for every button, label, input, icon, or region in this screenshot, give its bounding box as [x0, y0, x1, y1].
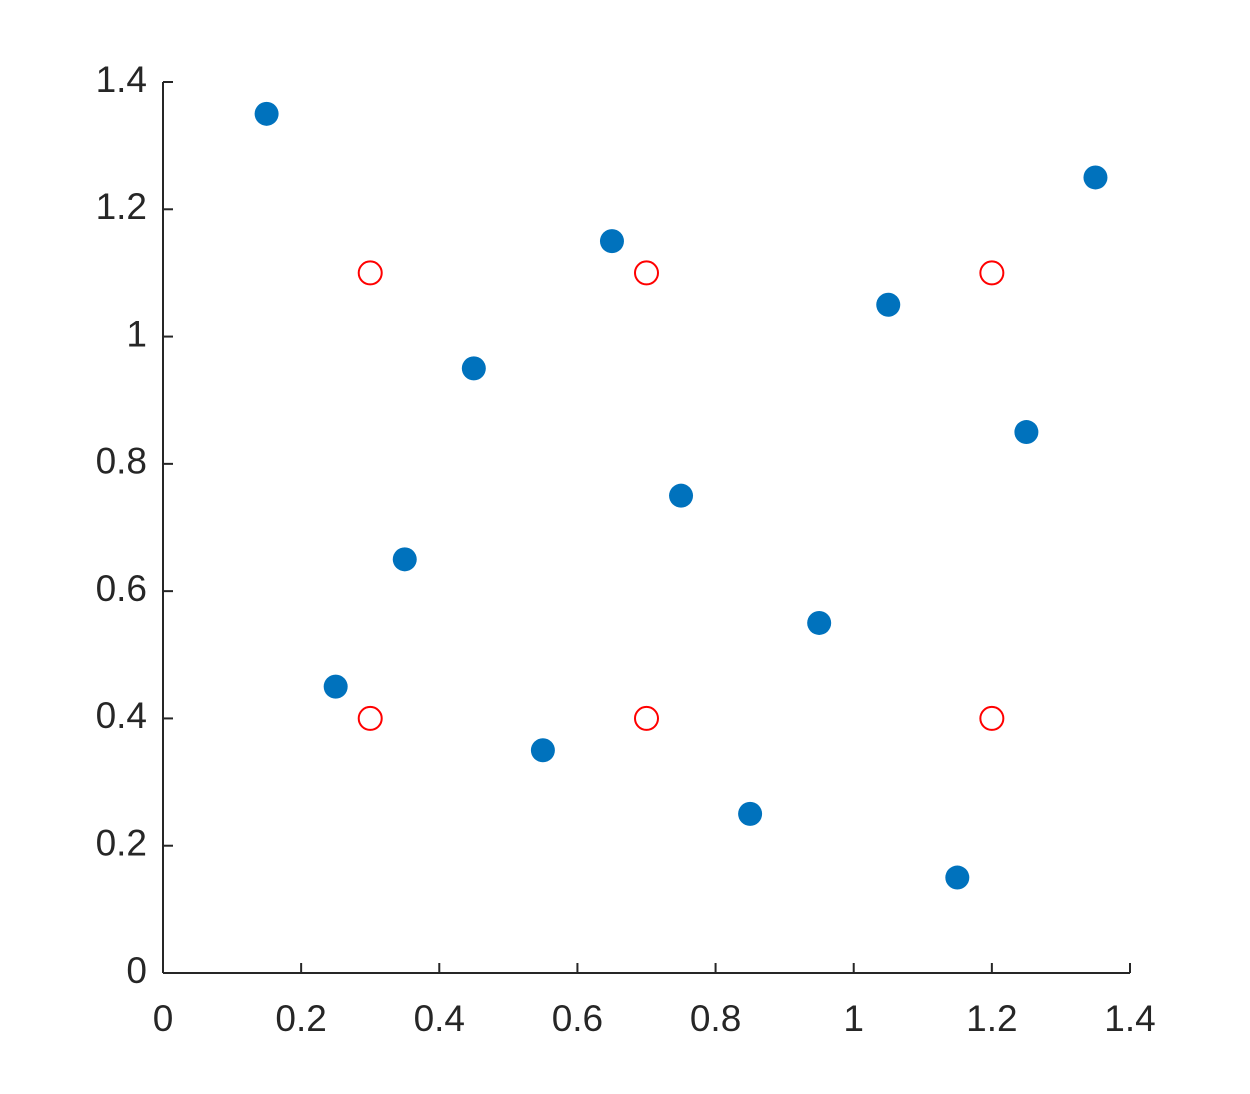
y-tick-label: 1 — [126, 313, 147, 354]
point — [634, 705, 659, 731]
point — [599, 229, 624, 254]
y-tick-label: 0.2 — [96, 822, 147, 863]
point — [807, 610, 832, 635]
y-tick-label: 1.4 — [96, 59, 147, 100]
point — [530, 738, 555, 763]
point — [392, 547, 417, 572]
point — [876, 292, 901, 317]
point — [357, 705, 383, 731]
y-tick-label: 0.8 — [96, 441, 147, 482]
y-tick-label: 0.4 — [96, 695, 147, 736]
x-tick-label: 0.8 — [690, 998, 741, 1039]
y-tick-label: 1.2 — [96, 186, 147, 227]
point — [738, 801, 763, 826]
point — [979, 705, 1005, 731]
point — [254, 101, 279, 126]
x-tick-label: 0 — [153, 998, 174, 1039]
x-tick-label: 0.6 — [552, 998, 603, 1039]
y-tick-label: 0.6 — [96, 568, 147, 609]
point — [669, 483, 694, 508]
x-tick-label: 0.2 — [275, 998, 326, 1039]
x-tick-label: 1 — [843, 998, 864, 1039]
point — [323, 674, 348, 699]
point — [1014, 420, 1039, 445]
point — [634, 260, 659, 286]
point — [357, 260, 383, 286]
point — [461, 356, 486, 381]
x-tick-label: 0.4 — [414, 998, 465, 1039]
x-tick-label: 1.4 — [1104, 998, 1155, 1039]
x-tick-label: 1.2 — [966, 998, 1017, 1039]
y-tick-label: 0 — [126, 950, 147, 991]
point — [945, 865, 970, 890]
point — [1083, 165, 1108, 190]
point — [979, 260, 1005, 286]
